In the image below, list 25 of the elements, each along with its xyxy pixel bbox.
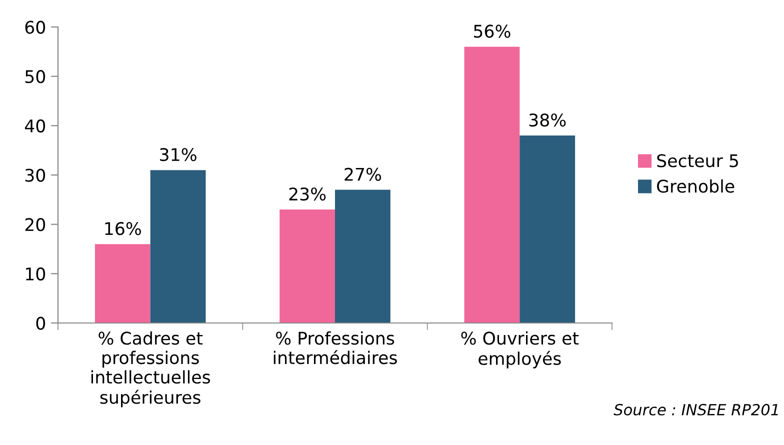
y-tick-label: 30	[25, 168, 46, 182]
bar	[335, 190, 390, 323]
legend-label: Grenoble	[657, 179, 734, 193]
data-label: 27%	[344, 168, 382, 181]
legend-label: Secteur 5	[657, 154, 738, 168]
bar	[520, 136, 576, 323]
bar	[464, 46, 520, 323]
data-label: 16%	[105, 222, 141, 236]
data-label: 56%	[474, 24, 510, 38]
x-tick-label: % Cadres et professions intellectuelles supérieures	[91, 331, 210, 408]
bar	[94, 244, 150, 323]
x-tick-label: % Professions intermédiaires	[274, 331, 397, 364]
x-tick-label: % Ouvriers et employés	[461, 331, 579, 368]
bar	[150, 170, 206, 323]
y-tick-label: 20	[25, 218, 46, 232]
y-tick-label: 10	[26, 267, 46, 281]
y-tick-label: 0	[36, 316, 46, 330]
data-label: 31%	[160, 148, 196, 162]
y-tick-label: 40	[24, 119, 46, 133]
y-tick-label: 50	[25, 70, 46, 84]
source-note: Source : INSEE RP201	[614, 404, 778, 416]
y-tick-label: 60	[25, 20, 46, 34]
data-label: 23%	[289, 187, 326, 201]
data-label: 38%	[529, 113, 566, 127]
bar	[280, 210, 335, 323]
